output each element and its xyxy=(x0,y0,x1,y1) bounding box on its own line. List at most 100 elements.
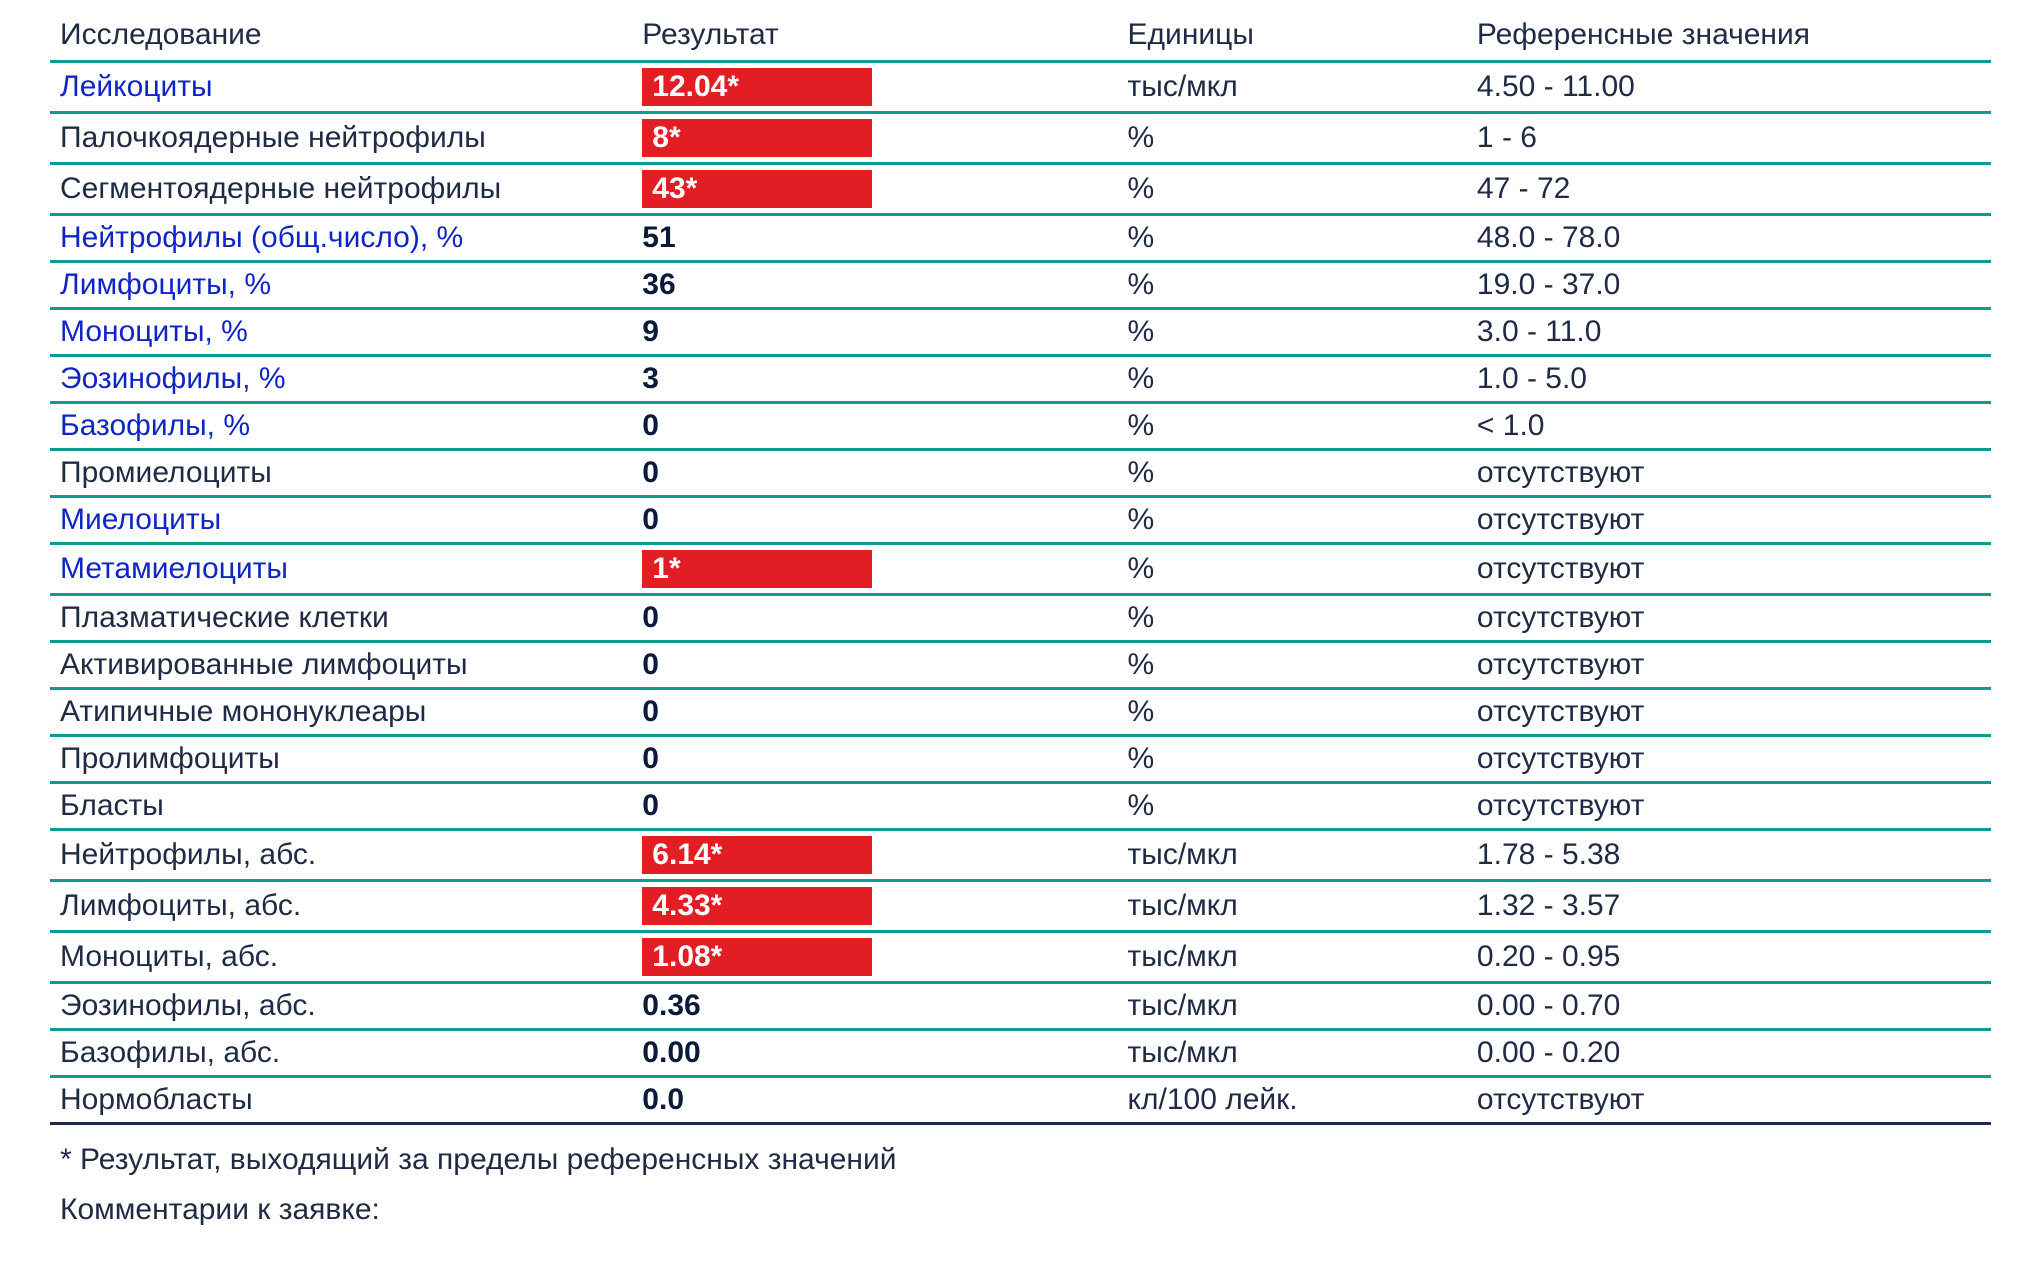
reference-cell: отсутствуют xyxy=(1467,689,1991,736)
table-row: Нейтрофилы, абс.6.14*тыс/мкл1.78 - 5.38 xyxy=(50,830,1991,881)
result-cell: 0 xyxy=(632,595,1117,642)
test-name[interactable]: Миелоциты xyxy=(50,497,632,544)
reference-cell: 0.00 - 0.20 xyxy=(1467,1030,1991,1077)
result-cell: 4.33* xyxy=(632,881,1117,932)
reference-cell: отсутствуют xyxy=(1467,1077,1991,1124)
result-flag: 12.04* xyxy=(642,68,872,106)
test-name: Лимфоциты, абс. xyxy=(50,881,632,932)
table-row: Метамиелоциты1*%отсутствуют xyxy=(50,544,1991,595)
units-cell: % xyxy=(1118,262,1467,309)
reference-cell: < 1.0 xyxy=(1467,403,1991,450)
units-cell: % xyxy=(1118,356,1467,403)
reference-cell: отсутствуют xyxy=(1467,595,1991,642)
units-cell: % xyxy=(1118,309,1467,356)
test-name[interactable]: Нейтрофилы (общ.число), % xyxy=(50,215,632,262)
result-cell: 0 xyxy=(632,783,1117,830)
units-cell: % xyxy=(1118,450,1467,497)
units-cell: % xyxy=(1118,544,1467,595)
result-cell: 0 xyxy=(632,403,1117,450)
test-name[interactable]: Эозинофилы, % xyxy=(50,356,632,403)
table-row: Бласты0%отсутствуют xyxy=(50,783,1991,830)
table-row: Эозинофилы, абс.0.36тыс/мкл0.00 - 0.70 xyxy=(50,983,1991,1030)
result-cell: 0 xyxy=(632,497,1117,544)
test-name: Атипичные мононуклеары xyxy=(50,689,632,736)
test-name[interactable]: Лейкоциты xyxy=(50,62,632,113)
table-row: Лимфоциты, абс. 4.33* тыс/мкл1.32 - 3.57 xyxy=(50,881,1991,932)
units-cell: % xyxy=(1118,497,1467,544)
units-cell: % xyxy=(1118,164,1467,215)
result-cell: 51 xyxy=(632,215,1117,262)
test-name: Пролимфоциты xyxy=(50,736,632,783)
table-row: Сегментоядерные нейтрофилы43*%47 - 72 xyxy=(50,164,1991,215)
table-row: Промиелоциты0%отсутствуют xyxy=(50,450,1991,497)
reference-cell: отсутствуют xyxy=(1467,736,1991,783)
table-row: Базофилы, абс.0.00тыс/мкл0.00 - 0.20 xyxy=(50,1030,1991,1077)
test-name: Бласты xyxy=(50,783,632,830)
reference-cell: 48.0 - 78.0 xyxy=(1467,215,1991,262)
reference-cell: отсутствуют xyxy=(1467,497,1991,544)
test-name[interactable]: Лимфоциты, % xyxy=(50,262,632,309)
result-cell: 12.04* xyxy=(632,62,1117,113)
result-cell: 1* xyxy=(632,544,1117,595)
table-row: Палочкоядерные нейтрофилы8*%1 - 6 xyxy=(50,113,1991,164)
reference-cell: отсутствуют xyxy=(1467,450,1991,497)
table-header-row: Исследование Результат Единицы Референсн… xyxy=(50,10,1991,62)
table-row: Нейтрофилы (общ.число), %51%48.0 - 78.0 xyxy=(50,215,1991,262)
table-row: Атипичные мононуклеары0%отсутствуют xyxy=(50,689,1991,736)
test-name: Палочкоядерные нейтрофилы xyxy=(50,113,632,164)
units-cell: % xyxy=(1118,595,1467,642)
table-row: Эозинофилы, %3%1.0 - 5.0 xyxy=(50,356,1991,403)
reference-cell: отсутствуют xyxy=(1467,783,1991,830)
units-cell: % xyxy=(1118,215,1467,262)
result-cell: 43* xyxy=(632,164,1117,215)
result-flag: 4.33* xyxy=(642,887,872,925)
reference-cell: 4.50 - 11.00 xyxy=(1467,62,1991,113)
result-flag: 1* xyxy=(642,550,872,588)
units-cell: кл/100 лейк. xyxy=(1118,1077,1467,1124)
test-name: Плазматические клетки xyxy=(50,595,632,642)
lab-report: Исследование Результат Единицы Референсн… xyxy=(0,0,2041,1263)
units-cell: % xyxy=(1118,642,1467,689)
table-row: Лимфоциты, %36%19.0 - 37.0 xyxy=(50,262,1991,309)
units-cell: % xyxy=(1118,113,1467,164)
table-row: Нормобласты0.0кл/100 лейк.отсутствуют xyxy=(50,1077,1991,1124)
comments-label: Комментарии к заявке: xyxy=(50,1183,1991,1233)
units-cell: тыс/мкл xyxy=(1118,983,1467,1030)
reference-cell: 19.0 - 37.0 xyxy=(1467,262,1991,309)
test-name: Нормобласты xyxy=(50,1077,632,1124)
col-test: Исследование xyxy=(50,10,632,62)
col-result: Результат xyxy=(632,10,1117,62)
reference-cell: 1.78 - 5.38 xyxy=(1467,830,1991,881)
table-row: Плазматические клетки0%отсутствуют xyxy=(50,595,1991,642)
test-name[interactable]: Моноциты, % xyxy=(50,309,632,356)
test-name[interactable]: Метамиелоциты xyxy=(50,544,632,595)
units-cell: тыс/мкл xyxy=(1118,881,1467,932)
result-cell: 8* xyxy=(632,113,1117,164)
table-row: Пролимфоциты0%отсутствуют xyxy=(50,736,1991,783)
reference-cell: 1 - 6 xyxy=(1467,113,1991,164)
table-row: Активированные лимфоциты0%отсутствуют xyxy=(50,642,1991,689)
test-name[interactable]: Базофилы, % xyxy=(50,403,632,450)
units-cell: % xyxy=(1118,783,1467,830)
result-cell: 0.36 xyxy=(632,983,1117,1030)
reference-cell: 1.0 - 5.0 xyxy=(1467,356,1991,403)
result-cell: 6.14* xyxy=(632,830,1117,881)
table-row: Миелоциты0%отсутствуют xyxy=(50,497,1991,544)
units-cell: тыс/мкл xyxy=(1118,932,1467,983)
result-cell: 0 xyxy=(632,642,1117,689)
units-cell: % xyxy=(1118,403,1467,450)
result-cell: 36 xyxy=(632,262,1117,309)
table-row: Моноциты, абс.1.08*тыс/мкл0.20 - 0.95 xyxy=(50,932,1991,983)
units-cell: тыс/мкл xyxy=(1118,830,1467,881)
reference-cell: 0.20 - 0.95 xyxy=(1467,932,1991,983)
result-cell: 0 xyxy=(632,450,1117,497)
test-name: Промиелоциты xyxy=(50,450,632,497)
result-cell: 1.08* xyxy=(632,932,1117,983)
reference-cell: 0.00 - 0.70 xyxy=(1467,983,1991,1030)
table-row: Моноциты, %9%3.0 - 11.0 xyxy=(50,309,1991,356)
result-cell: 0 xyxy=(632,736,1117,783)
test-name: Активированные лимфоциты xyxy=(50,642,632,689)
reference-cell: 1.32 - 3.57 xyxy=(1467,881,1991,932)
test-name: Эозинофилы, абс. xyxy=(50,983,632,1030)
reference-cell: отсутствуют xyxy=(1467,642,1991,689)
